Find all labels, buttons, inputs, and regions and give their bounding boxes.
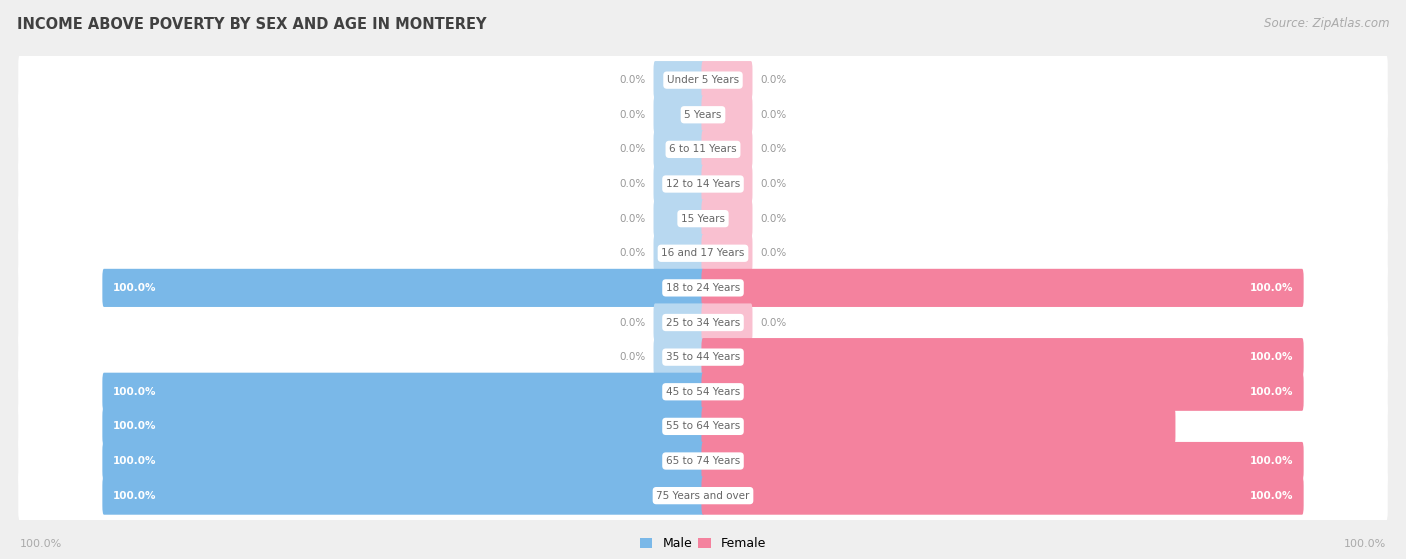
FancyBboxPatch shape xyxy=(702,61,752,99)
FancyBboxPatch shape xyxy=(18,263,1388,313)
Text: 0.0%: 0.0% xyxy=(620,144,647,154)
Text: 16 and 17 Years: 16 and 17 Years xyxy=(661,248,745,258)
Text: 15 Years: 15 Years xyxy=(681,214,725,224)
FancyBboxPatch shape xyxy=(18,124,1388,174)
Text: 55 to 64 Years: 55 to 64 Years xyxy=(666,421,740,432)
Text: 0.0%: 0.0% xyxy=(620,318,647,328)
FancyBboxPatch shape xyxy=(702,477,1303,515)
Text: 100.0%: 100.0% xyxy=(112,387,156,397)
FancyBboxPatch shape xyxy=(18,228,1388,278)
Text: INCOME ABOVE POVERTY BY SEX AND AGE IN MONTEREY: INCOME ABOVE POVERTY BY SEX AND AGE IN M… xyxy=(17,17,486,32)
Text: Source: ZipAtlas.com: Source: ZipAtlas.com xyxy=(1264,17,1389,30)
Text: 100.0%: 100.0% xyxy=(112,421,156,432)
Text: 45 to 54 Years: 45 to 54 Years xyxy=(666,387,740,397)
Text: 0.0%: 0.0% xyxy=(620,75,647,85)
FancyBboxPatch shape xyxy=(103,477,704,515)
Text: 100.0%: 100.0% xyxy=(1250,456,1294,466)
FancyBboxPatch shape xyxy=(18,297,1388,348)
FancyBboxPatch shape xyxy=(18,55,1388,106)
Text: 100.0%: 100.0% xyxy=(112,283,156,293)
Text: 0.0%: 0.0% xyxy=(759,110,786,120)
Text: 0.0%: 0.0% xyxy=(759,179,786,189)
FancyBboxPatch shape xyxy=(18,435,1388,486)
FancyBboxPatch shape xyxy=(702,234,752,272)
Text: 25 to 34 Years: 25 to 34 Years xyxy=(666,318,740,328)
Text: 65 to 74 Years: 65 to 74 Years xyxy=(666,456,740,466)
FancyBboxPatch shape xyxy=(18,193,1388,244)
FancyBboxPatch shape xyxy=(654,165,704,203)
Text: 5 Years: 5 Years xyxy=(685,110,721,120)
FancyBboxPatch shape xyxy=(702,165,752,203)
FancyBboxPatch shape xyxy=(654,304,704,342)
FancyBboxPatch shape xyxy=(654,96,704,134)
Text: 100.0%: 100.0% xyxy=(112,456,156,466)
Text: 0.0%: 0.0% xyxy=(620,352,647,362)
FancyBboxPatch shape xyxy=(702,373,1303,411)
FancyBboxPatch shape xyxy=(702,130,752,168)
FancyBboxPatch shape xyxy=(654,338,704,376)
FancyBboxPatch shape xyxy=(18,367,1388,417)
FancyBboxPatch shape xyxy=(702,269,1303,307)
FancyBboxPatch shape xyxy=(103,408,704,446)
Text: Under 5 Years: Under 5 Years xyxy=(666,75,740,85)
Text: 0.0%: 0.0% xyxy=(620,248,647,258)
FancyBboxPatch shape xyxy=(18,401,1388,452)
FancyBboxPatch shape xyxy=(702,304,752,342)
FancyBboxPatch shape xyxy=(103,269,704,307)
Text: 100.0%: 100.0% xyxy=(1250,491,1294,501)
Text: 100.0%: 100.0% xyxy=(1250,283,1294,293)
FancyBboxPatch shape xyxy=(702,200,752,238)
Text: 0.0%: 0.0% xyxy=(759,214,786,224)
Text: 0.0%: 0.0% xyxy=(620,179,647,189)
Text: 35 to 44 Years: 35 to 44 Years xyxy=(666,352,740,362)
Text: 100.0%: 100.0% xyxy=(1250,387,1294,397)
FancyBboxPatch shape xyxy=(103,373,704,411)
FancyBboxPatch shape xyxy=(18,89,1388,140)
FancyBboxPatch shape xyxy=(654,200,704,238)
FancyBboxPatch shape xyxy=(18,332,1388,382)
Text: 75 Years and over: 75 Years and over xyxy=(657,491,749,501)
FancyBboxPatch shape xyxy=(18,159,1388,209)
FancyBboxPatch shape xyxy=(702,442,1303,480)
FancyBboxPatch shape xyxy=(654,130,704,168)
FancyBboxPatch shape xyxy=(103,442,704,480)
FancyBboxPatch shape xyxy=(654,234,704,272)
Text: 78.6%: 78.6% xyxy=(1257,421,1294,432)
Text: 0.0%: 0.0% xyxy=(759,318,786,328)
Text: 100.0%: 100.0% xyxy=(112,491,156,501)
Text: 100.0%: 100.0% xyxy=(1344,539,1386,549)
Legend: Male, Female: Male, Female xyxy=(636,532,770,556)
Text: 0.0%: 0.0% xyxy=(759,144,786,154)
Text: 100.0%: 100.0% xyxy=(20,539,62,549)
Text: 0.0%: 0.0% xyxy=(620,110,647,120)
Text: 12 to 14 Years: 12 to 14 Years xyxy=(666,179,740,189)
FancyBboxPatch shape xyxy=(18,470,1388,521)
FancyBboxPatch shape xyxy=(702,96,752,134)
FancyBboxPatch shape xyxy=(702,338,1303,376)
FancyBboxPatch shape xyxy=(654,61,704,99)
Text: 0.0%: 0.0% xyxy=(759,75,786,85)
Text: 0.0%: 0.0% xyxy=(759,248,786,258)
Text: 0.0%: 0.0% xyxy=(620,214,647,224)
Text: 18 to 24 Years: 18 to 24 Years xyxy=(666,283,740,293)
Text: 100.0%: 100.0% xyxy=(1250,352,1294,362)
Text: 6 to 11 Years: 6 to 11 Years xyxy=(669,144,737,154)
FancyBboxPatch shape xyxy=(702,408,1175,446)
